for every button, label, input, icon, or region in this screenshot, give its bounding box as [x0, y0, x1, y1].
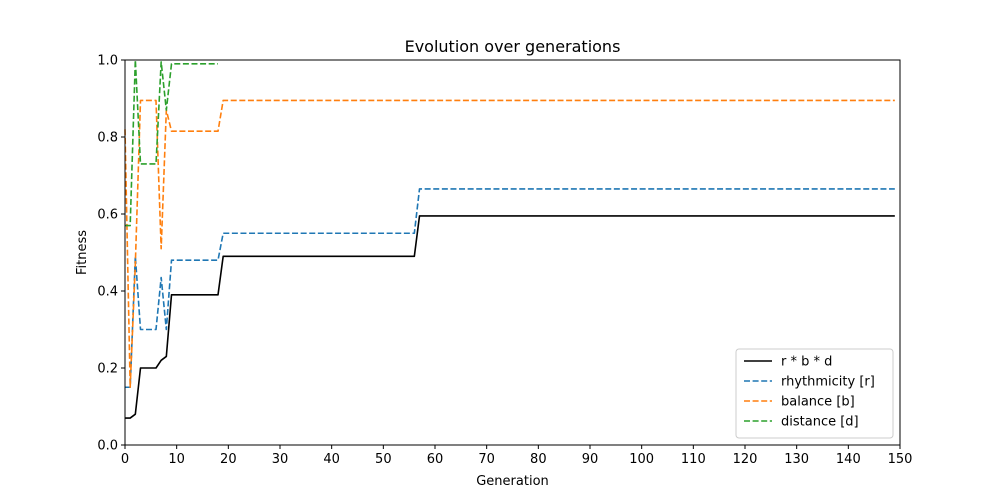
series-line-1 — [125, 188, 895, 389]
y-axis-label: Fitness — [75, 230, 90, 275]
x-tick-label: 30 — [272, 452, 289, 467]
legend: r * b * d rhythmicity [r] balance [b] dista… — [735, 348, 894, 439]
y-tick-label: 1.0 — [97, 54, 118, 69]
x-tick-label: 10 — [168, 452, 185, 467]
chart-title: Evolution over generations — [405, 37, 621, 56]
x-tick-label: 70 — [478, 452, 495, 467]
legend-box — [735, 348, 894, 439]
series-line-3 — [125, 59, 218, 227]
x-tick-label: 140 — [836, 452, 861, 467]
x-axis-label: Generation — [476, 474, 549, 489]
x-tick-label: 150 — [888, 452, 913, 467]
legend-label-0: r * b * d — [781, 355, 832, 370]
x-tick-label: 50 — [375, 452, 392, 467]
x-tick-label: 90 — [582, 452, 599, 467]
x-tick-label: 110 — [681, 452, 706, 467]
y-tick-label: 0.0 — [97, 439, 118, 454]
legend-label-3: distance [d] — [781, 415, 859, 430]
x-tick-label: 0 — [121, 452, 129, 467]
x-tick-label: 100 — [629, 452, 654, 467]
legend-label-1: rhythmicity [r] — [781, 375, 875, 390]
plot-frame — [124, 59, 901, 446]
y-axis-ticks: 0.0 0.2 0.4 0.6 0.8 1.0 — [97, 54, 125, 454]
legend-label-2: balance [b] — [781, 395, 855, 410]
y-tick-label: 0.6 — [97, 208, 118, 223]
x-tick-label: 40 — [323, 452, 340, 467]
x-tick-label: 60 — [427, 452, 444, 467]
series-line-0 — [125, 215, 895, 419]
x-tick-label: 120 — [733, 452, 758, 467]
y-tick-label: 0.8 — [97, 131, 118, 146]
x-tick-label: 130 — [784, 452, 809, 467]
y-tick-label: 0.4 — [97, 285, 118, 300]
x-tick-label: 80 — [530, 452, 547, 467]
x-axis-ticks: 0 10 20 30 40 50 60 70 80 90 100 110 120 130 140 150 — [121, 445, 913, 467]
plot-lines — [124, 59, 895, 419]
series-line-2 — [124, 99, 895, 389]
y-tick-label: 0.2 — [97, 362, 118, 377]
x-tick-label: 20 — [220, 452, 237, 467]
